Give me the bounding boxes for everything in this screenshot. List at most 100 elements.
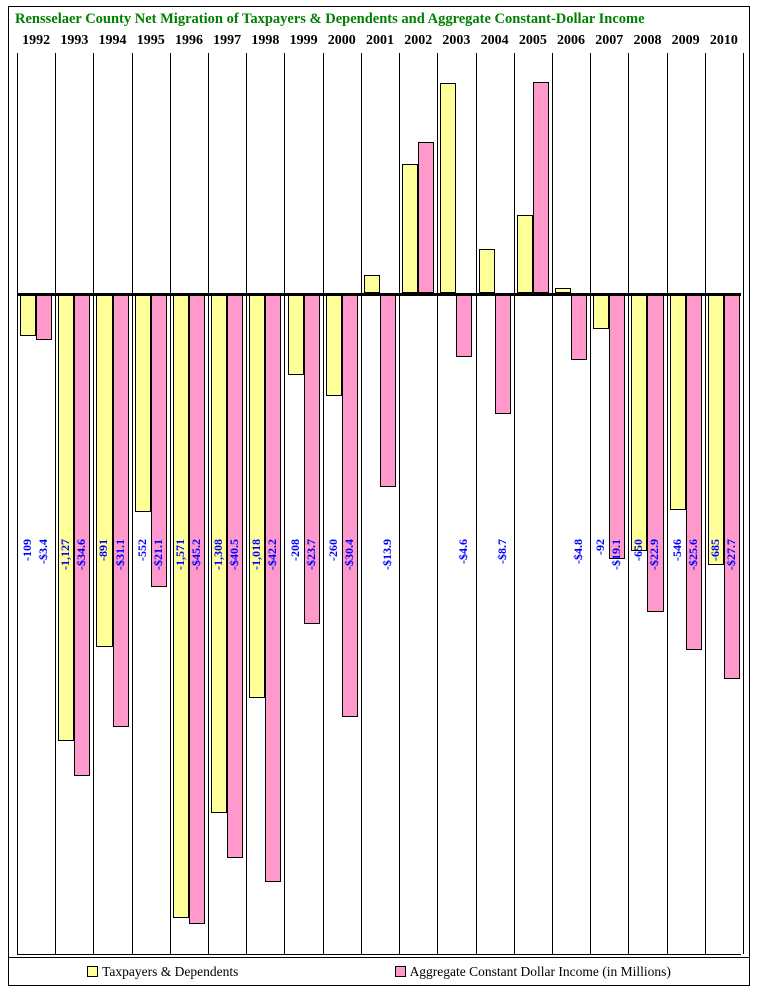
bar-label-income: -$4.6 — [457, 539, 469, 564]
bar-label-income: -$30.4 — [343, 539, 355, 570]
bar-label-income: -$42.2 — [266, 539, 278, 570]
plot-area: -109 -1,127 -891 -552 -1,571 -1,308 -1,018 -208… — [17, 53, 741, 955]
bar-label-taxpayers: -92 — [594, 539, 606, 555]
bar-label-taxpayers: -1,571 — [174, 539, 186, 570]
bar-income: -$40.5 — [227, 293, 243, 859]
year-divider — [246, 53, 247, 954]
year-divider — [705, 53, 706, 954]
bar-taxpayers: -546 — [670, 293, 686, 510]
bar-income: -$19.1 — [609, 293, 625, 560]
bar-label-income: -$21.1 — [152, 539, 164, 570]
bar-label-income: -$3.4 — [37, 539, 49, 564]
year-divider — [743, 53, 744, 954]
year-divider — [628, 53, 629, 954]
bar-label-taxpayers: -546 — [671, 539, 683, 561]
year-label: 1995 — [137, 33, 165, 49]
bar-income: -$13.9 — [380, 293, 396, 487]
bar-label-income: -$4.8 — [572, 539, 584, 564]
bar-taxpayers: -260 — [326, 293, 342, 396]
year-divider — [552, 53, 553, 954]
bar-label-income: -$23.7 — [305, 539, 317, 570]
legend-item-income: Aggregate Constant Dollar Income (in Mil… — [395, 964, 671, 980]
bar-taxpayers: 46 — [364, 275, 380, 293]
year-label: 1993 — [60, 33, 88, 49]
bar-income: -$4.6 — [456, 293, 472, 357]
year-label: 1996 — [175, 33, 203, 49]
year-divider — [667, 53, 668, 954]
bar-label-taxpayers: -208 — [289, 539, 301, 561]
bar-income: $10.9 — [533, 82, 549, 292]
bar-label-income: -$8.7 — [496, 539, 508, 564]
bar-label-income: -$40.5 — [228, 539, 240, 570]
bar-taxpayers: 112 — [479, 249, 495, 292]
bar-label-income: -$27.7 — [725, 539, 737, 570]
year-divider — [476, 53, 477, 954]
year-label: 2009 — [672, 33, 700, 49]
bar-taxpayers: -1,308 — [211, 293, 227, 813]
bar-income: -$3.4 — [36, 293, 52, 340]
year-divider — [323, 53, 324, 954]
year-divider — [514, 53, 515, 954]
year-label: 2003 — [442, 33, 470, 49]
bar-taxpayers: -208 — [288, 293, 304, 376]
x-axis-years: 1992199319941995199619971998199920002001… — [9, 33, 749, 53]
bar-label-taxpayers: -1,127 — [59, 539, 71, 570]
year-label: 2002 — [404, 33, 432, 49]
year-divider — [208, 53, 209, 954]
bar-label-income: -$22.9 — [648, 539, 660, 570]
bar-label-income: -$13.9 — [381, 539, 393, 570]
year-label: 1994 — [99, 33, 127, 49]
bar-label-taxpayers: -685 — [709, 539, 721, 561]
bar-label-taxpayers: -650 — [632, 539, 644, 561]
bar-taxpayers: -891 — [96, 293, 112, 647]
bar-taxpayers: -92 — [593, 293, 609, 330]
year-divider — [132, 53, 133, 954]
year-label: 2007 — [595, 33, 623, 49]
legend: Taxpayers & Dependents Aggregate Constan… — [9, 957, 749, 985]
bar-taxpayers: 333 — [402, 164, 418, 293]
legend-swatch-income — [395, 966, 406, 977]
zero-baseline — [17, 293, 741, 296]
bar-label-income: -$25.6 — [687, 539, 699, 570]
bar-label-income: -$31.1 — [114, 539, 126, 570]
legend-label-income: Aggregate Constant Dollar Income (in Mil… — [410, 964, 671, 980]
bar-taxpayers: -1,018 — [249, 293, 265, 698]
bar-income: -$22.9 — [647, 293, 663, 613]
bar-taxpayers: 543 — [440, 83, 456, 293]
bar-taxpayers: 201 — [517, 215, 533, 293]
year-label: 2008 — [633, 33, 661, 49]
bar-income: -$31.1 — [113, 293, 129, 727]
year-label: 2005 — [519, 33, 547, 49]
year-label: 1997 — [213, 33, 241, 49]
bar-income: -$34.6 — [74, 293, 90, 776]
year-divider — [590, 53, 591, 954]
year-divider — [437, 53, 438, 954]
bar-income: -$21.1 — [151, 293, 167, 588]
legend-item-taxpayers: Taxpayers & Dependents — [87, 964, 238, 980]
year-label: 2000 — [328, 33, 356, 49]
bar-taxpayers: -552 — [135, 293, 151, 513]
bar-label-income: -$45.2 — [190, 539, 202, 570]
bar-taxpayers: -650 — [631, 293, 647, 552]
bar-income: -$8.7 — [495, 293, 511, 415]
bar-label-taxpayers: -552 — [136, 539, 148, 561]
year-label: 1992 — [22, 33, 50, 49]
year-divider — [55, 53, 56, 954]
bar-income: -$23.7 — [304, 293, 320, 624]
bar-taxpayers: -1,571 — [173, 293, 189, 918]
legend-label-taxpayers: Taxpayers & Dependents — [102, 964, 238, 980]
bar-label-taxpayers: -109 — [21, 539, 33, 561]
bar-income: -$4.8 — [571, 293, 587, 360]
year-label: 2010 — [710, 33, 738, 49]
year-divider — [170, 53, 171, 954]
bar-taxpayers: -109 — [20, 293, 36, 336]
bar-taxpayers: -1,127 — [58, 293, 74, 741]
bar-label-taxpayers: -891 — [97, 539, 109, 561]
bar-income: -$30.4 — [342, 293, 358, 718]
bar-label-taxpayers: -1,018 — [250, 539, 262, 570]
legend-swatch-taxpayers — [87, 966, 98, 977]
bar-income: $7.8 — [418, 142, 434, 293]
year-label: 1998 — [251, 33, 279, 49]
bar-label-taxpayers: -260 — [327, 539, 339, 561]
chart-title: Rensselaer County Net Migration of Taxpa… — [9, 11, 749, 28]
